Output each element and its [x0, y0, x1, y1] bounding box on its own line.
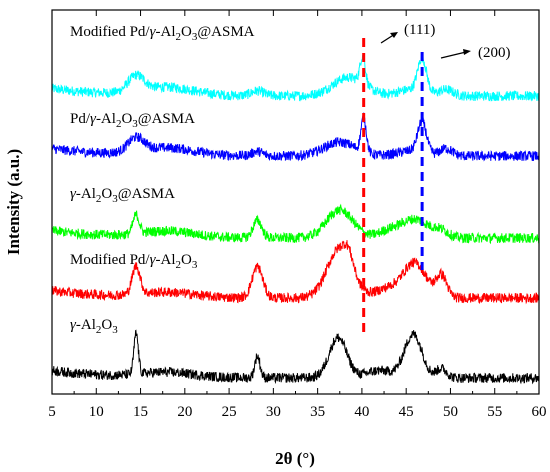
x-axis-title: 2θ (°)	[275, 449, 315, 468]
x-tick-label: 5	[48, 404, 56, 420]
annotation-111: (111)	[404, 22, 435, 38]
y-axis-title: Intensity (a.u.)	[4, 149, 23, 255]
series-label-part: @ASMA	[118, 186, 175, 202]
series-label-part: O	[181, 24, 192, 40]
series-label-part: 3	[112, 324, 118, 336]
arrow-200-head	[463, 49, 471, 55]
series-label-part: O	[121, 111, 132, 127]
series-label-part: 2	[96, 324, 102, 336]
series-label-part: 2	[116, 118, 122, 130]
x-tick-label: 60	[532, 404, 547, 420]
series-label-part: γ	[70, 317, 77, 333]
series-label-part: -Al	[76, 186, 96, 202]
series-label-part: 2	[176, 259, 182, 271]
series-label-1: Modified Pd/γ-Al2O3@ASMA	[70, 24, 255, 43]
series-label-part: 3	[132, 118, 138, 130]
x-tick-label: 15	[133, 404, 148, 420]
series-label-part: -Al	[76, 317, 96, 333]
arrow-200	[440, 51, 467, 59]
series-label-3: γ-Al2O3@ASMA	[70, 186, 175, 205]
x-tick-label: 45	[399, 404, 414, 420]
series-label-part: γ	[70, 186, 77, 202]
series-labels: Modified Pd/γ-Al2O3@ASMAPd/γ-Al2O3@ASMAγ…	[70, 24, 255, 336]
series-label-part: O	[181, 252, 192, 268]
series-line-5	[51, 329, 540, 385]
series-label-2: Pd/γ-Al2O3@ASMA	[70, 111, 195, 130]
x-tick-label: 40	[354, 404, 369, 420]
series-label-part: -Al	[156, 24, 176, 40]
series-label-part: 3	[192, 31, 198, 43]
series-label-part: @ASMA	[138, 111, 195, 127]
x-tick-label: 30	[266, 404, 281, 420]
x-tick-label: 25	[222, 404, 237, 420]
x-axis-ticks: 5 10 15 20 25 30 35 40 45 50 55 60	[48, 10, 547, 420]
series-label-4: Modified Pd/γ-Al2O3	[70, 252, 198, 271]
series-label-part: @ASMA	[197, 24, 254, 40]
series-label-part: 3	[112, 193, 118, 205]
annotation-200: (200)	[478, 45, 511, 61]
x-tick-label: 55	[487, 404, 502, 420]
series-label-part: 2	[176, 31, 182, 43]
peak-annotations: (111) (200)	[380, 22, 511, 61]
series-label-part: Pd/	[70, 111, 91, 127]
plot-area	[51, 38, 540, 385]
series-label-part: Modified Pd/	[70, 252, 150, 268]
series-label-part: γ	[90, 111, 97, 127]
x-tick-label: 50	[443, 404, 458, 420]
series-label-part: O	[101, 317, 112, 333]
series-label-5: γ-Al2O3	[70, 317, 118, 336]
arrow-111-head	[390, 32, 398, 38]
series-label-part: -Al	[96, 111, 116, 127]
series-label-part: 3	[192, 259, 198, 271]
series-label-part: -Al	[156, 252, 176, 268]
series-line-3	[51, 203, 540, 245]
series-label-part: γ	[150, 24, 157, 40]
series-label-part: 2	[96, 193, 102, 205]
x-tick-label: 10	[89, 404, 104, 420]
series-label-part: O	[101, 186, 112, 202]
series-label-part: γ	[150, 252, 157, 268]
x-tick-label: 20	[177, 404, 192, 420]
series-label-part: Modified Pd/	[70, 24, 150, 40]
series-line-1	[51, 53, 540, 102]
series-line-4	[51, 240, 540, 305]
series-line-2	[51, 112, 540, 162]
x-tick-label: 35	[310, 404, 325, 420]
